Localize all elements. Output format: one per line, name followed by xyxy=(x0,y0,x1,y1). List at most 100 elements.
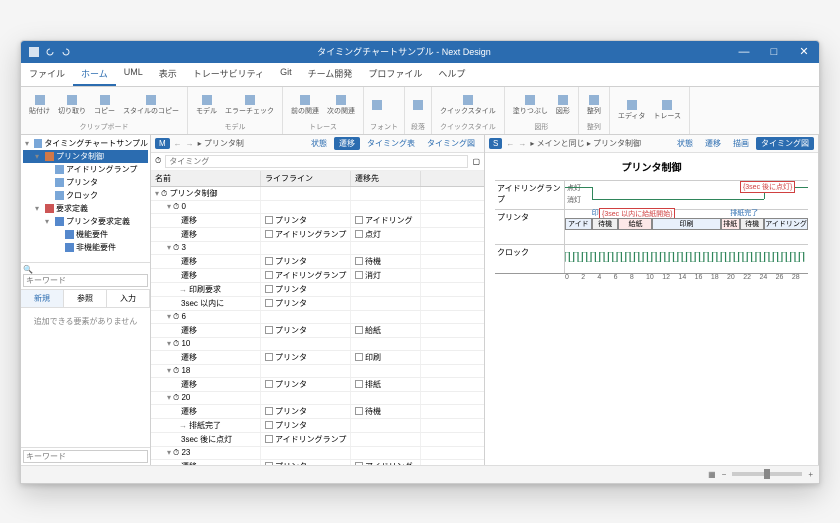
ribbon-整列[interactable]: 整列 xyxy=(585,94,603,117)
tab-状態[interactable]: 状態 xyxy=(306,137,332,150)
ribbon-コピー[interactable]: コピー xyxy=(92,94,117,117)
view-icon[interactable]: ▦ xyxy=(708,470,716,479)
grid-row[interactable]: →排紙完了プリンタ xyxy=(151,419,484,433)
sbtab-新規[interactable]: 新規 xyxy=(21,290,64,307)
grid-row[interactable]: 3sec 以内にプリンタ xyxy=(151,297,484,311)
breadcrumb[interactable]: ▸ メインと同じ ▸ プリンタ制御 xyxy=(530,138,641,149)
menu-ホーム[interactable]: ホーム xyxy=(73,63,116,86)
keyword-input[interactable] xyxy=(23,274,148,287)
ribbon-エラーチェック[interactable]: エラーチェック xyxy=(223,94,276,117)
tab-タイミング図[interactable]: タイミング図 xyxy=(756,137,814,150)
filter-input[interactable] xyxy=(165,155,468,168)
tab-遷移[interactable]: 遷移 xyxy=(700,137,726,150)
menu-プロファイル[interactable]: プロファイル xyxy=(360,63,430,86)
grid-row[interactable]: ▾⏱ 3 xyxy=(151,242,484,255)
grid-row[interactable]: 遷移アイドリングランプ消灯 xyxy=(151,269,484,283)
tree-node[interactable]: プリンタ xyxy=(23,176,148,189)
tab-遷移[interactable]: 遷移 xyxy=(334,137,360,150)
tree-node[interactable]: ▾プリンタ制御 xyxy=(23,150,148,163)
grid-row[interactable]: 遷移プリンタアイドリング xyxy=(151,214,484,228)
grid-row[interactable]: ▾⏱ 18 xyxy=(151,365,484,378)
sbtab-入力[interactable]: 入力 xyxy=(107,290,150,307)
grid-row[interactable]: 遷移プリンタ待機 xyxy=(151,405,484,419)
zoom-in-icon[interactable]: + xyxy=(808,470,813,479)
ribbon-図形[interactable]: 図形 xyxy=(554,94,572,117)
title-bar: タイミングチャートサンプル - Next Design ― □ ✕ xyxy=(21,41,819,63)
minimize-button[interactable]: ― xyxy=(729,41,759,63)
keyword-input-2[interactable] xyxy=(23,450,148,463)
grid-row[interactable]: →印刷要求プリンタ xyxy=(151,283,484,297)
state-segment[interactable]: 給紙 xyxy=(618,218,652,230)
zoom-slider[interactable] xyxy=(732,472,802,476)
zoom-out-icon[interactable]: − xyxy=(722,470,727,479)
grid-row[interactable]: 遷移プリンタ印刷 xyxy=(151,351,484,365)
close-button[interactable]: ✕ xyxy=(789,41,819,63)
tree-node[interactable]: 機能要件 xyxy=(23,228,148,241)
grid-row[interactable]: ▾⏱ 6 xyxy=(151,311,484,324)
ribbon-切り取り[interactable]: 切り取り xyxy=(56,94,88,117)
menu-ヘルプ[interactable]: ヘルプ xyxy=(430,63,473,86)
ribbon-貼付け[interactable]: 貼付け xyxy=(27,94,52,117)
menu-トレーサビリティ[interactable]: トレーサビリティ xyxy=(185,63,272,86)
state-segment[interactable]: アイドリン xyxy=(565,218,592,230)
grid-row[interactable]: 遷移プリンタ排紙 xyxy=(151,378,484,392)
grid-row[interactable]: 3sec 後に点灯アイドリングランプ xyxy=(151,433,484,447)
grid-row[interactable]: ▾⏱ 20 xyxy=(151,392,484,405)
tree-node[interactable]: 非機能要件 xyxy=(23,241,148,254)
tree-node[interactable]: アイドリングランプ xyxy=(23,163,148,176)
ribbon-トレース[interactable]: トレース xyxy=(651,99,683,122)
grid-row[interactable]: ▾⏱ 0 xyxy=(151,201,484,214)
ribbon-btn[interactable] xyxy=(411,99,425,112)
menu-UML[interactable]: UML xyxy=(116,63,151,86)
col-name[interactable]: 名前 xyxy=(151,171,261,186)
grid-row[interactable]: 遷移プリンタアイドリング xyxy=(151,460,484,465)
grid-row[interactable]: ▾⏱ プリンタ制御 xyxy=(151,187,484,201)
col-target[interactable]: 遷移先 xyxy=(351,171,421,186)
ribbon-次の関連[interactable]: 次の関連 xyxy=(325,94,357,117)
filter-clear-icon[interactable]: ▢ xyxy=(472,157,480,166)
state-segment[interactable]: 待機 xyxy=(740,218,764,230)
state-segment[interactable]: アイドリング xyxy=(764,218,808,230)
undo-icon[interactable] xyxy=(45,47,55,57)
grid-row[interactable]: 遷移アイドリングランプ点灯 xyxy=(151,228,484,242)
menu-ファイル[interactable]: ファイル xyxy=(21,63,73,86)
grid-row[interactable]: ▾⏱ 10 xyxy=(151,338,484,351)
redo-icon[interactable] xyxy=(61,47,71,57)
col-lifeline[interactable]: ライフライン xyxy=(261,171,351,186)
nav-fwd-icon[interactable]: → xyxy=(186,139,194,148)
ribbon-モデル[interactable]: モデル xyxy=(194,94,219,117)
ribbon-前の関連[interactable]: 前の関連 xyxy=(289,94,321,117)
tree-node[interactable]: クロック xyxy=(23,189,148,202)
ribbon-スタイルのコピー[interactable]: スタイルのコピー xyxy=(121,94,181,117)
tree-node[interactable]: ▾要求定義 xyxy=(23,202,148,215)
state-segment[interactable]: 印刷 xyxy=(652,218,720,230)
tab-タイミング図[interactable]: タイミング図 xyxy=(422,137,480,150)
ribbon-btn[interactable] xyxy=(370,99,384,112)
state-segment[interactable]: 排紙 xyxy=(721,218,740,230)
tab-状態[interactable]: 状態 xyxy=(672,137,698,150)
grid-row[interactable]: 遷移プリンタ給紙 xyxy=(151,324,484,338)
nav-back-icon[interactable]: ← xyxy=(174,139,182,148)
nav-back-icon[interactable]: ← xyxy=(506,139,514,148)
state-segment[interactable]: 待機 xyxy=(592,218,619,230)
grid-row[interactable]: ▾⏱ 23 xyxy=(151,447,484,460)
filter-icon[interactable]: ⏱ xyxy=(155,156,161,166)
grid-row[interactable]: 遷移プリンタ待機 xyxy=(151,255,484,269)
pane-tabs: 状態遷移タイミング表タイミング図 xyxy=(306,137,480,150)
tree-node[interactable]: ▾プリンタ要求定義 xyxy=(23,215,148,228)
ribbon-塗りつぶし[interactable]: 塗りつぶし xyxy=(511,94,550,117)
menu-表示[interactable]: 表示 xyxy=(151,63,185,86)
sbtab-参照[interactable]: 参照 xyxy=(64,290,107,307)
tab-描画[interactable]: 描画 xyxy=(728,137,754,150)
status-bar: ▦ − + xyxy=(21,465,819,483)
nav-fwd-icon[interactable]: → xyxy=(518,139,526,148)
breadcrumb[interactable]: ▸ プリンタ制 xyxy=(198,138,244,149)
maximize-button[interactable]: □ xyxy=(759,41,789,63)
save-icon[interactable] xyxy=(29,47,39,57)
ribbon-クイックスタイル[interactable]: クイックスタイル xyxy=(438,94,498,117)
menu-Git[interactable]: Git xyxy=(272,63,300,86)
menu-チーム開発[interactable]: チーム開発 xyxy=(300,63,361,86)
ribbon-エディタ[interactable]: エディタ xyxy=(616,99,648,122)
tree-node[interactable]: ▾タイミングチャートサンプル xyxy=(23,137,148,150)
tab-タイミング表[interactable]: タイミング表 xyxy=(362,137,420,150)
